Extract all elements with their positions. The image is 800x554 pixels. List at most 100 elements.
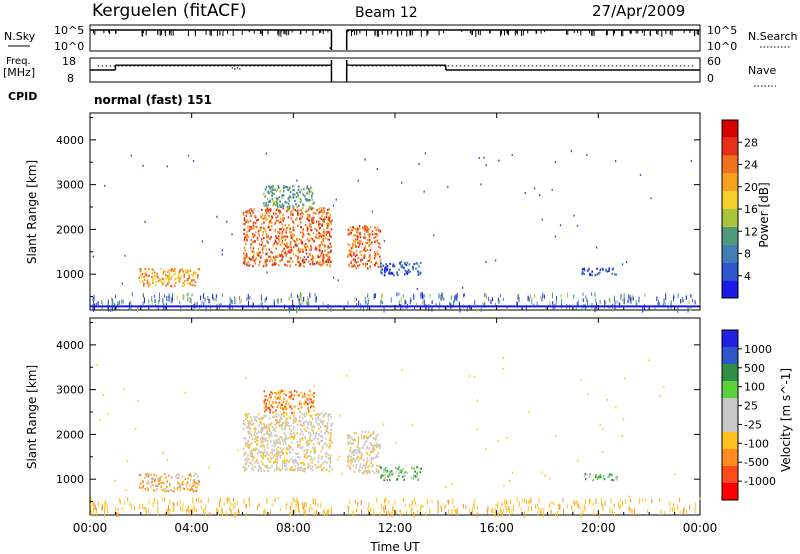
range-cell — [168, 484, 171, 487]
ground-scatter — [393, 506, 395, 513]
ground-scatter — [215, 294, 217, 298]
range-cell — [290, 393, 293, 396]
range-cell — [251, 451, 254, 454]
range-cell — [361, 453, 363, 456]
ground-scatter — [599, 299, 601, 304]
range-cell — [326, 254, 329, 258]
range-cell — [320, 263, 323, 266]
range-cell — [269, 259, 271, 263]
range-cell — [247, 464, 250, 468]
range-cell — [151, 275, 153, 279]
ground-scatter — [92, 296, 94, 302]
range-cell — [351, 460, 353, 463]
range-cell — [352, 438, 355, 442]
range-cell — [255, 439, 258, 442]
ground-scatter — [93, 294, 95, 301]
ground-scatter — [114, 295, 116, 299]
range-cell — [254, 216, 257, 219]
range-cell — [299, 191, 301, 194]
ground-scatter — [409, 504, 411, 508]
range-cell — [271, 415, 274, 419]
range-cell — [255, 419, 258, 423]
range-cell — [292, 196, 294, 199]
range-cell — [400, 471, 403, 474]
range-cell — [306, 443, 308, 446]
range-cell — [318, 220, 320, 223]
speck — [184, 391, 186, 394]
range-cell — [148, 267, 150, 271]
range-cell — [374, 438, 377, 441]
ground-scatter — [429, 294, 431, 299]
ground-scatter — [327, 509, 329, 515]
ground-scatter — [270, 510, 272, 514]
range-cell — [358, 225, 361, 228]
range-cell — [275, 392, 278, 396]
range-cell — [248, 225, 251, 228]
range-cell — [373, 233, 376, 236]
range-cell — [279, 243, 282, 247]
range-cell — [287, 444, 290, 447]
range-cell — [293, 405, 296, 408]
ground-scatter — [215, 298, 217, 302]
velocity-ylabel: Slant Range [km] — [25, 365, 39, 469]
range-cell — [147, 480, 149, 483]
range-cell — [354, 238, 357, 241]
range-cell — [404, 269, 407, 272]
range-cell — [183, 487, 186, 490]
range-cell — [292, 228, 294, 231]
range-cell — [375, 444, 378, 447]
range-cell — [242, 420, 245, 423]
range-cell — [599, 268, 602, 271]
range-cell — [291, 411, 293, 415]
range-cell — [368, 471, 371, 474]
range-cell — [265, 264, 267, 268]
range-cell — [279, 415, 282, 418]
range-cell — [308, 192, 311, 196]
range-cell — [311, 194, 313, 198]
ground-scatter — [97, 301, 99, 306]
range-cell — [327, 246, 329, 249]
range-cell — [254, 258, 257, 261]
range-cell — [330, 228, 333, 231]
ground-scatter — [290, 506, 292, 511]
range-cell — [320, 251, 323, 255]
range-cell — [147, 475, 150, 479]
range-cell — [177, 473, 180, 476]
ground-scatter — [469, 509, 471, 515]
range-cell — [305, 429, 308, 432]
range-cell — [262, 417, 265, 420]
range-cell — [249, 219, 252, 222]
range-cell — [195, 490, 198, 493]
speck — [461, 286, 464, 289]
range-cell — [589, 474, 592, 477]
range-cell — [317, 441, 319, 444]
range-cell — [329, 446, 331, 449]
ground-scatter — [608, 297, 610, 301]
range-cell — [383, 269, 386, 272]
ground-scatter — [496, 504, 498, 509]
ground-scatter — [577, 503, 579, 509]
ground-scatter — [553, 501, 555, 506]
range-cell — [324, 432, 326, 435]
range-cell — [302, 421, 305, 425]
range-cell — [390, 470, 393, 473]
range-cell — [303, 423, 305, 426]
ground-scatter — [365, 300, 367, 305]
range-cell — [275, 216, 277, 219]
range-cell — [257, 461, 259, 464]
ground-scatter — [409, 299, 411, 305]
range-cell — [300, 240, 302, 243]
range-cell — [279, 205, 282, 208]
range-cell — [271, 453, 274, 456]
range-cell — [297, 468, 299, 471]
speck — [483, 156, 485, 159]
range-cell — [371, 450, 373, 453]
ground-scatter — [476, 505, 478, 510]
range-cell — [257, 413, 260, 416]
range-cell — [274, 221, 277, 224]
speck — [573, 214, 575, 217]
ground-scatter — [207, 497, 209, 503]
range-cell — [146, 275, 149, 278]
range-cell — [605, 270, 607, 273]
